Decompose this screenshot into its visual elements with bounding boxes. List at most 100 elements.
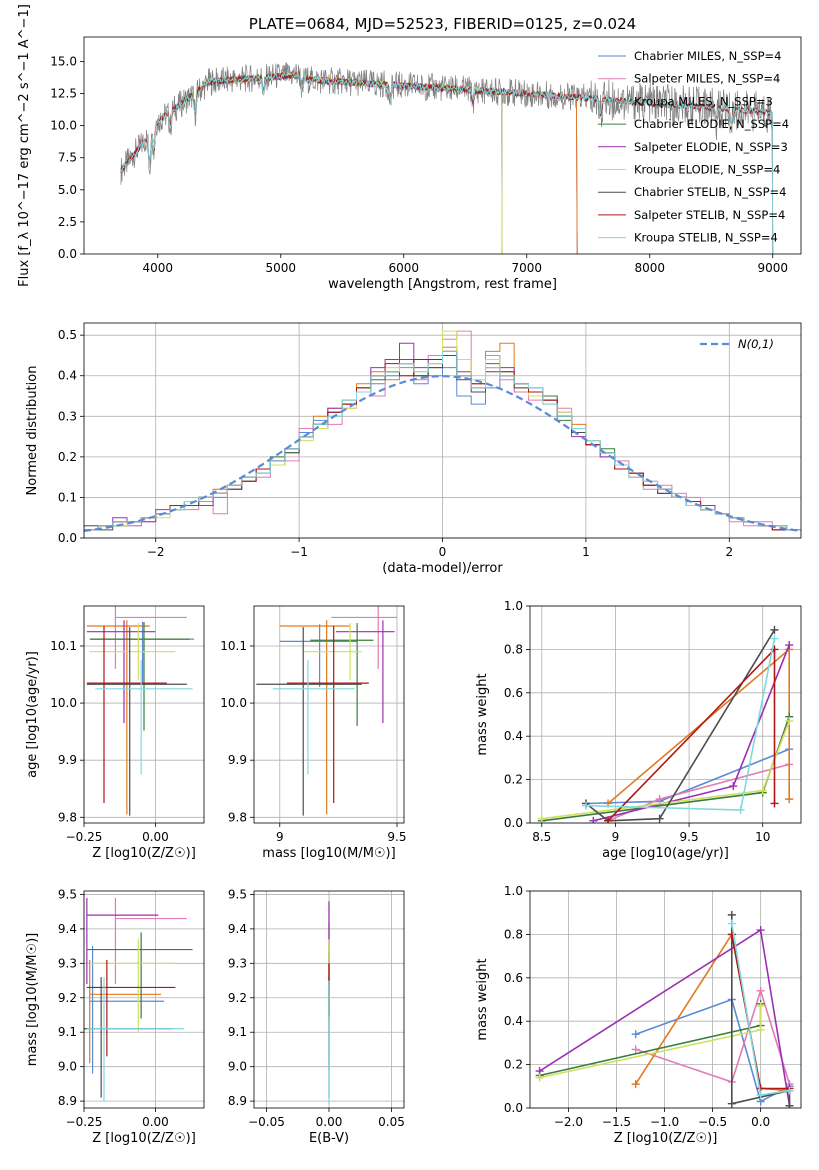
x-tick-label: −0.25 (66, 830, 103, 844)
y-tick-label: 9.8 (58, 810, 77, 824)
x-tick-label: −1.0 (650, 1115, 679, 1129)
axes: −0.05 0.00 0.05 8.9 9.0 9.1 9.2 9.3 9.4 9.5 (228, 887, 405, 1129)
weight-point (727, 1099, 736, 1108)
weight-point (756, 1002, 765, 1011)
age-vs-metallicity-panel: −0.25 0.00 9.8 9.9 10.0 10.1 Z [log10(Z/Z☉)] ag… (25, 605, 205, 861)
mass-weight-vs-metallicity-panel: −2.0 −1.5 −1.0 −0.5 0.0 0.0 0.2 0.4 0.6 0.8 1.0 Z [… (475, 884, 802, 1146)
y-tick-label: 1.0 (504, 884, 523, 898)
x-tick-label: 9.5 (387, 830, 406, 844)
weight-point (785, 1101, 794, 1108)
y-axis-label: age [log10(age/yr)] (25, 651, 40, 778)
weight-point (758, 786, 767, 795)
y-tick-label: 10.0 (220, 696, 247, 710)
y-tick-label: 0.3 (58, 409, 77, 423)
y-tick-label: 10.0 (50, 119, 77, 133)
x-tick-label: −0.25 (66, 1115, 103, 1129)
y-tick-label: 9.5 (58, 887, 77, 901)
error-bars (84, 897, 193, 1102)
y-tick-label: 2.5 (58, 215, 77, 229)
plot-frame (83, 36, 802, 255)
weight-point (785, 717, 794, 726)
legend: N(0,1) (700, 337, 774, 351)
model-spectrum-line (169, 71, 503, 254)
plot-frame (83, 322, 802, 539)
x-tick-label: 6000 (388, 261, 419, 275)
y-tick-label: 0.0 (58, 531, 77, 545)
model-spectrum-line (169, 71, 503, 254)
x-axis-label: (data-model)/error (382, 561, 503, 576)
legend: Chabrier MILES, N_SSP=4 Salpeter MILES, N… (598, 49, 789, 245)
y-tick-label: 0.2 (504, 773, 523, 787)
weight-point (785, 641, 794, 650)
mass-weight-vs-age-panel: 8.5 9 9.5 10 0.0 0.2 0.4 0.6 0.8 1.0 age [log10(ag… (475, 599, 802, 861)
y-axis-label: mass weight (475, 958, 490, 1040)
weight-point (785, 1086, 794, 1095)
mass-vs-metallicity-panel: −0.25 0.00 8.9 9.0 9.1 9.2 9.3 9.4 9.5 Z [log10(Z… (25, 887, 205, 1146)
weight-point (756, 986, 765, 995)
weight-point (655, 814, 664, 823)
weight-line (635, 988, 791, 1085)
plot-frame (529, 605, 802, 824)
y-tick-label: 9.9 (58, 753, 77, 767)
x-tick-label: 9 (276, 830, 284, 844)
x-tick-label: 0.00 (142, 830, 169, 844)
weight-point (537, 814, 546, 823)
plot-frame (253, 605, 405, 824)
axes: −0.25 0.00 8.9 9.0 9.1 9.2 9.3 9.4 9.5 (58, 887, 204, 1129)
weight-line (541, 720, 790, 820)
weight-point (727, 930, 736, 939)
legend-label: Chabrier ELODIE, N_SSP=4 (634, 117, 789, 131)
normal-reference-curve (84, 375, 801, 532)
x-tick-label: 0.00 (316, 1115, 343, 1129)
weight-point (589, 816, 598, 823)
weight-point (631, 1045, 640, 1054)
y-tick-label: 9.1 (58, 1025, 77, 1039)
x-tick-label: −1 (290, 545, 308, 559)
y-tick-label: 0.0 (504, 816, 523, 830)
y-tick-label: 10.0 (50, 696, 77, 710)
y-tick-label: 9.9 (228, 753, 247, 767)
axes: 9 9.5 9.8 9.9 10.0 10.1 (220, 606, 407, 844)
y-tick-label: 0.0 (504, 1101, 523, 1115)
plot-frame (253, 890, 405, 1109)
x-tick-label: 4000 (143, 261, 174, 275)
x-tick-label: 0.05 (378, 1115, 405, 1129)
x-tick-label: 2 (725, 545, 733, 559)
x-tick-label: 5000 (266, 261, 297, 275)
weight-point (770, 634, 779, 643)
model-spectrum-line (169, 71, 503, 254)
x-tick-label: 0 (439, 545, 447, 559)
x-axis-label: mass [log10(M/M☉)] (262, 846, 395, 861)
x-tick-label: 1 (582, 545, 590, 559)
weight-point (727, 919, 736, 928)
y-tick-label: 8.9 (58, 1094, 77, 1108)
x-tick-label: 9000 (757, 261, 788, 275)
y-tick-label: 9.1 (228, 1025, 247, 1039)
y-tick-label: 9.2 (228, 991, 247, 1005)
y-tick-label: 0.5 (58, 328, 77, 342)
x-tick-label: 9 (612, 830, 620, 844)
axes: −2 −1 0 1 2 0.0 0.1 0.2 0.3 0.4 0.5 (58, 323, 801, 559)
weight-point (770, 799, 779, 808)
weight-point (727, 910, 736, 919)
weight-line (607, 647, 776, 822)
y-tick-label: 9.3 (228, 956, 247, 970)
y-tick-label: 10.1 (50, 639, 77, 653)
weight-point (631, 1080, 640, 1089)
legend-label: Kroupa STELIB, N_SSP=4 (634, 231, 778, 245)
x-tick-label: −0.05 (248, 1115, 285, 1129)
legend-label: Salpeter STELIB, N_SSP=4 (634, 208, 785, 222)
x-tick-label: 0.0 (751, 1115, 770, 1129)
weight-point (581, 801, 590, 810)
weight-point (631, 1030, 640, 1039)
age-vs-mass-panel: 9 9.5 9.8 9.9 10.0 10.1 mass [log10(M/M☉)] (220, 605, 407, 861)
weight-point (785, 795, 794, 804)
y-tick-label: 9.3 (58, 956, 77, 970)
y-tick-label: 9.5 (228, 887, 247, 901)
weight-line (585, 629, 776, 822)
spectrum-lines (120, 62, 774, 254)
axes: −0.25 0.00 9.8 9.9 10.0 10.1 (50, 606, 204, 844)
y-tick-label: 0.2 (504, 1058, 523, 1072)
weight-point (729, 782, 738, 791)
